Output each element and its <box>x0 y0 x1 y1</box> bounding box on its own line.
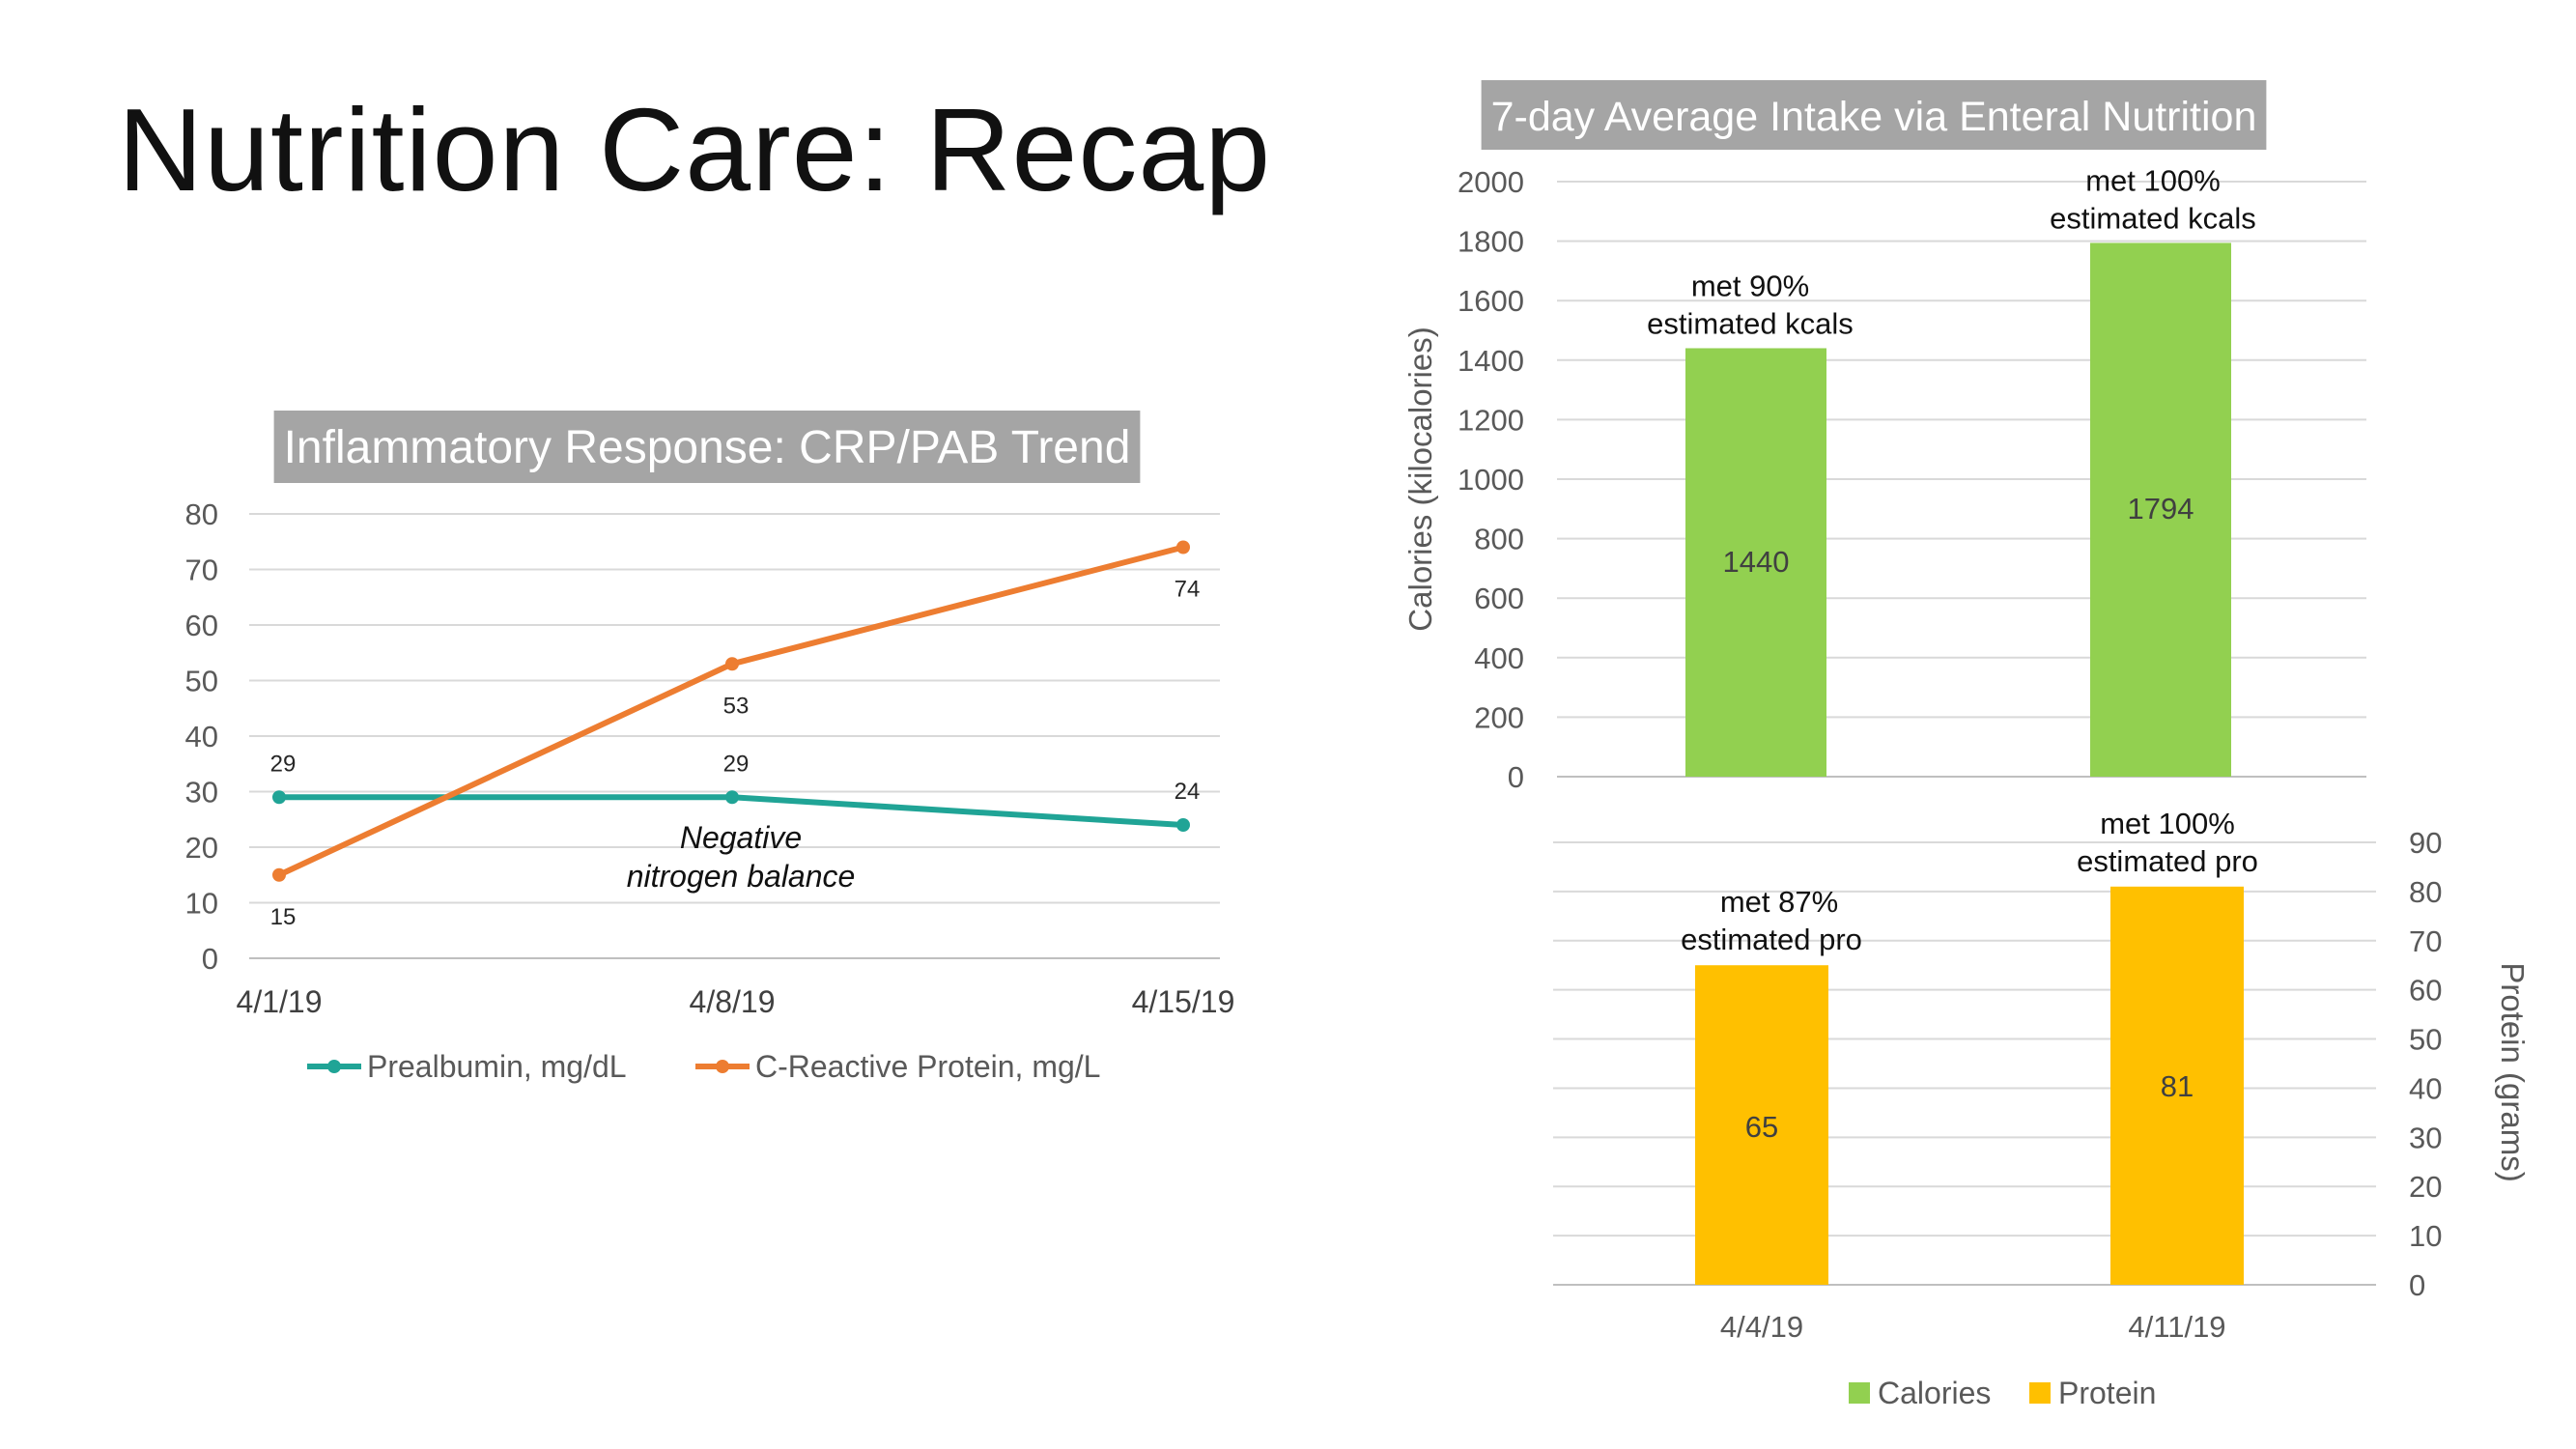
calories-bar <box>1685 348 1826 777</box>
bar-chart-title-background <box>1481 80 2267 150</box>
line-point-crp <box>272 867 286 882</box>
calories-y-tick: 1400 <box>1458 344 1524 378</box>
annotation-line-1: Negative <box>680 820 802 855</box>
protein-y-tick: 30 <box>2409 1121 2442 1154</box>
line-chart-x-tick: 4/8/19 <box>690 984 776 1019</box>
calories-y-tick: 200 <box>1474 700 1524 734</box>
calories-note-line-1: met 100% <box>2085 163 2221 197</box>
protein-y-tick: 10 <box>2409 1219 2442 1253</box>
calories-bar <box>2090 242 2231 777</box>
line-chart-y-tick: 10 <box>185 887 218 921</box>
calories-y-tick: 1600 <box>1458 284 1524 318</box>
calories-y-tick: 2000 <box>1458 165 1524 199</box>
line-point-prealbumin <box>1176 818 1190 832</box>
protein-y-tick: 20 <box>2409 1170 2442 1204</box>
protein-y-tick: 60 <box>2409 974 2442 1008</box>
line-point-crp <box>725 657 739 671</box>
line-data-label: 29 <box>270 751 297 777</box>
bar-chart-title: 7-day Average Intake via Enteral Nutriti… <box>1491 94 2257 140</box>
calories-y-tick: 1200 <box>1458 403 1524 437</box>
line-chart-y-tick: 70 <box>185 554 218 587</box>
line-chart-y-tick: 80 <box>185 497 218 531</box>
line-data-label: 53 <box>723 693 750 719</box>
line-chart-y-tick: 20 <box>185 831 218 865</box>
protein-y-tick: 70 <box>2409 924 2442 958</box>
protein-bar <box>1695 965 1828 1285</box>
line-chart-y-tick: 0 <box>202 942 218 976</box>
calories-y-tick: 800 <box>1474 523 1524 556</box>
calories-note-line-2: estimated kcals <box>1647 306 1854 340</box>
line-point-prealbumin <box>725 790 739 805</box>
legend-label-crp: C-Reactive Protein, mg/L <box>755 1049 1100 1084</box>
calories-y-tick: 1800 <box>1458 225 1524 259</box>
slide-title: Nutrition Care: Recap <box>118 84 1272 215</box>
protein-note-line-2: estimated pro <box>1681 923 1862 956</box>
bar-chart-x-tick: 4/4/19 <box>1720 1310 1803 1344</box>
legend-marker-crp <box>716 1060 729 1073</box>
annotation-line-2: nitrogen balance <box>627 859 856 894</box>
calories-y-tick: 0 <box>1508 760 1524 794</box>
line-data-label: 74 <box>1175 577 1201 603</box>
protein-y-tick: 0 <box>2409 1268 2425 1302</box>
calories-y-tick: 400 <box>1474 641 1524 675</box>
calories-note-line-1: met 90% <box>1691 269 1809 302</box>
protein-bar <box>2110 886 2244 1285</box>
calories-axis-label: Calories (kilocalories) <box>1402 327 1438 631</box>
calories-data-label: 1440 <box>1723 545 1790 579</box>
protein-note-line-1: met 100% <box>2100 807 2235 840</box>
line-point-crp <box>1176 540 1190 554</box>
protein-y-tick: 40 <box>2409 1071 2442 1105</box>
line-chart-y-tick: 50 <box>185 665 218 698</box>
line-chart-y-tick: 30 <box>185 776 218 810</box>
line-chart-y-tick: 60 <box>185 609 218 642</box>
protein-y-tick: 90 <box>2409 826 2442 860</box>
legend-label-protein: Protein <box>2058 1376 2156 1410</box>
protein-data-label: 65 <box>1745 1110 1778 1144</box>
legend-swatch-calories <box>1849 1382 1870 1404</box>
protein-data-label: 81 <box>2161 1069 2194 1103</box>
calories-note-line-2: estimated kcals <box>2050 201 2256 235</box>
line-data-label: 15 <box>270 904 297 930</box>
line-data-label: 24 <box>1175 779 1201 805</box>
line-chart-title: Inflammatory Response: CRP/PAB Trend <box>284 422 1131 473</box>
calories-data-label: 1794 <box>2128 492 2194 526</box>
line-chart-x-tick: 4/1/19 <box>237 984 323 1019</box>
calories-y-tick: 600 <box>1474 582 1524 615</box>
calories-y-tick: 1000 <box>1458 463 1524 497</box>
protein-note-line-1: met 87% <box>1720 885 1838 919</box>
line-data-label: 29 <box>723 751 750 777</box>
line-chart-x-tick: 4/15/19 <box>1132 984 1235 1019</box>
line-chart-title-background <box>273 411 1141 483</box>
legend-label-prealbumin: Prealbumin, mg/dL <box>367 1049 627 1084</box>
protein-y-tick: 80 <box>2409 875 2442 909</box>
protein-note-line-2: estimated pro <box>2077 844 2258 878</box>
line-chart-y-tick: 40 <box>185 720 218 753</box>
bar-chart-x-tick: 4/11/19 <box>2128 1310 2225 1344</box>
protein-y-tick: 50 <box>2409 1023 2442 1057</box>
legend-swatch-protein <box>2029 1382 2051 1404</box>
protein-axis-label: Protein (grams) <box>2495 962 2531 1181</box>
legend-label-calories: Calories <box>1878 1376 1991 1410</box>
line-point-prealbumin <box>272 790 286 805</box>
legend-marker-prealbumin <box>327 1060 341 1073</box>
